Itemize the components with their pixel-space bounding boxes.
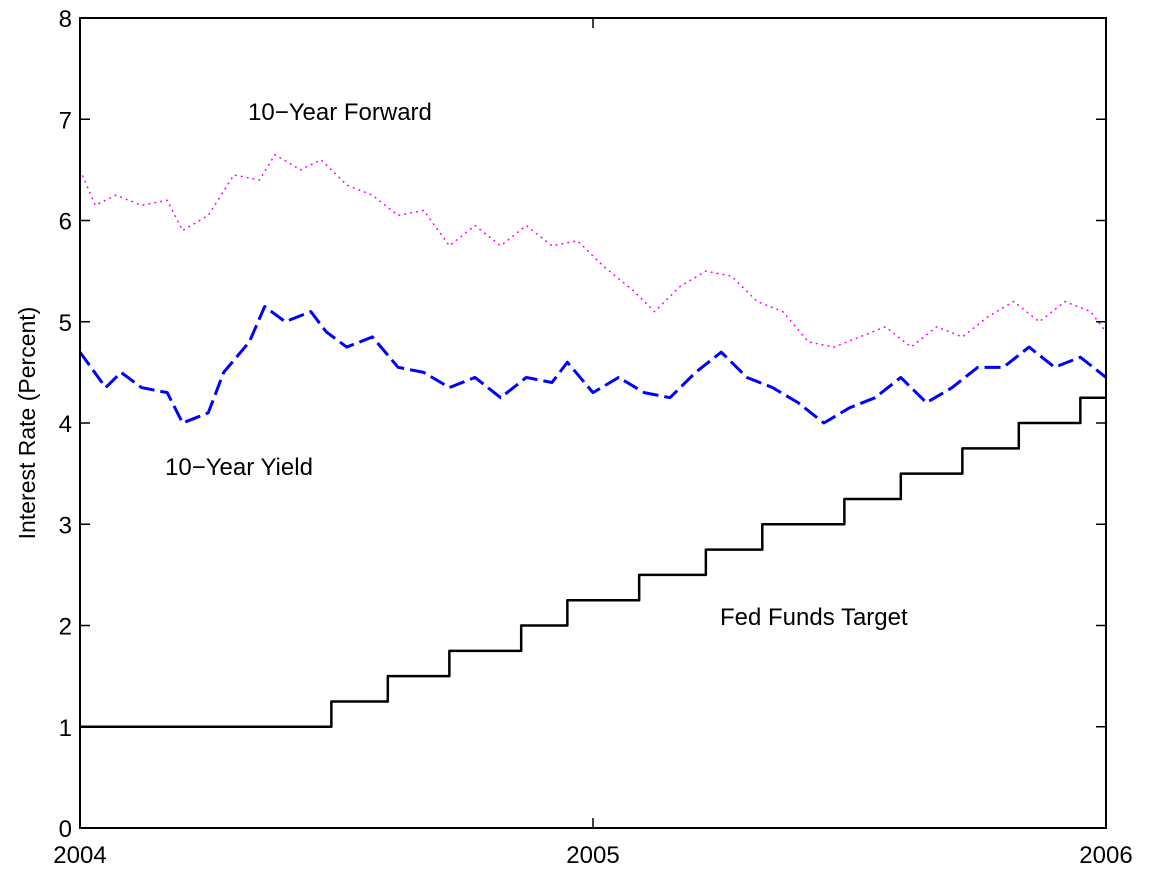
y-tick-label: 1	[59, 715, 72, 742]
line-series	[79, 153, 1107, 348]
y-tick-label: 5	[59, 310, 72, 337]
y-tick-label: 2	[59, 614, 72, 641]
x-tick-label: 2006	[1079, 842, 1132, 869]
y-tick-label: 8	[59, 6, 72, 33]
y-tick-label: 6	[59, 209, 72, 236]
series-label: 10−Year Yield	[165, 454, 313, 481]
y-axis-label: Interest Rate (Percent)	[14, 307, 40, 540]
x-tick-label: 2005	[566, 842, 619, 869]
y-tick-label: 3	[59, 512, 72, 539]
plot-frame	[79, 17, 1107, 829]
y-tick-label: 0	[59, 816, 72, 843]
line-series	[80, 396, 1106, 728]
y-tick-label: 7	[59, 107, 72, 134]
x-tick-label: 2004	[53, 842, 106, 869]
y-tick-label: 4	[59, 411, 72, 438]
line-series	[78, 305, 1107, 425]
series-label: Fed Funds Target	[720, 604, 908, 631]
series-label: 10−Year Forward	[248, 99, 432, 126]
